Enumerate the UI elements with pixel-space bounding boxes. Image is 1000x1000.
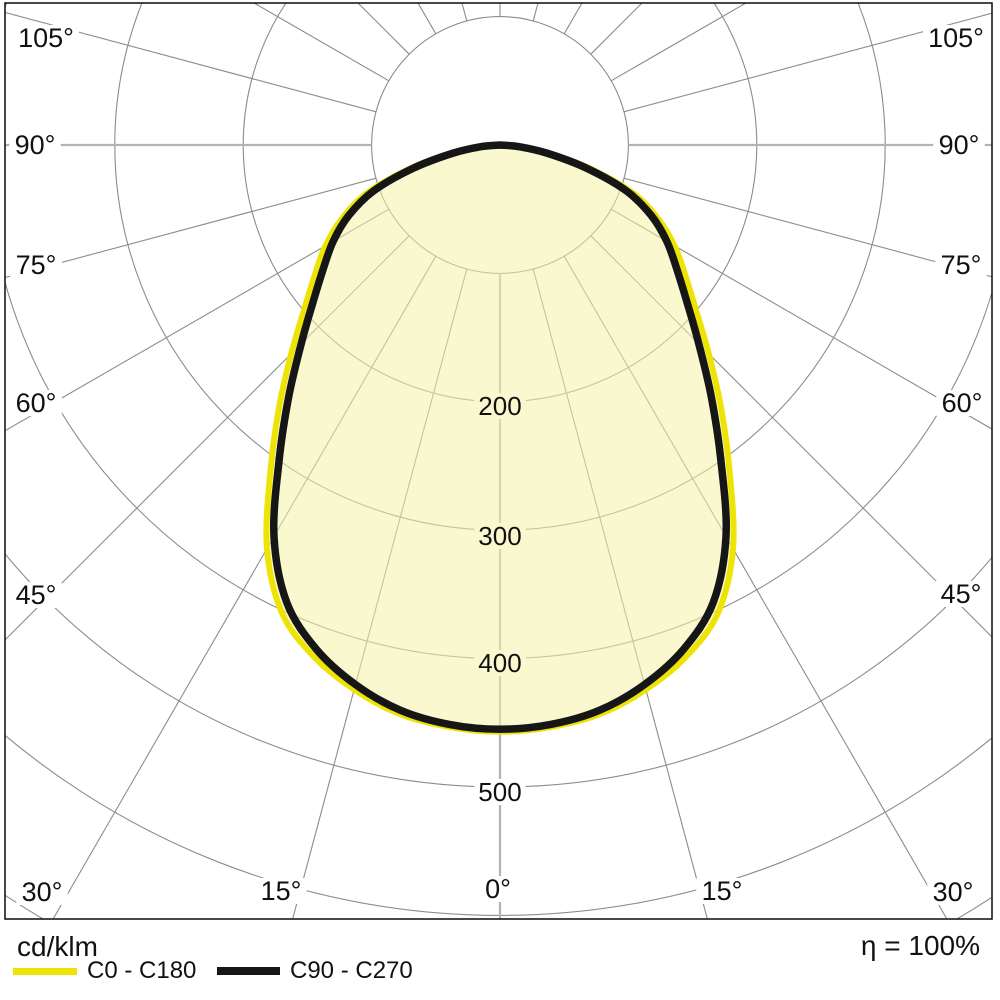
- angle-label-4-45°: 45°: [16, 580, 57, 610]
- ring-value-label-500-halo: [474, 779, 526, 805]
- angle-label-6-15°: 15°: [261, 876, 302, 906]
- curve-c90-c270: [270, 141, 730, 733]
- legend-item-c0-c180: C0 - C180: [13, 958, 196, 984]
- angle-label-11-60°-halo: [936, 390, 988, 416]
- angle-label-3-60°-halo: [10, 390, 62, 416]
- angle-label-0-105°: 105°: [18, 23, 74, 53]
- angle-label-14-105°: 105°: [928, 23, 984, 53]
- grid-ray-315: [5, 235, 410, 641]
- angle-label-14-105°-halo: [923, 25, 989, 51]
- legend-item-c90-c270: C90 - C270: [217, 958, 413, 984]
- angle-label-1-90°-halo: [9, 132, 61, 158]
- grid-ray-255: [5, 11, 377, 113]
- angle-label-4-45°-halo: [10, 582, 62, 608]
- angle-label-7-0°: 0°: [485, 874, 511, 904]
- angle-label-3-60°: 60°: [16, 388, 57, 418]
- angle-label-12-75°-halo: [935, 252, 987, 278]
- angle-label-8-15°: 15°: [702, 876, 743, 906]
- ring-value-label-400-halo: [474, 650, 526, 676]
- ring-value-label-300-halo: [474, 523, 526, 549]
- angle-label-10-45°: 45°: [941, 579, 982, 609]
- angle-label-0-105°-halo: [13, 25, 79, 51]
- ring-value-label-200-halo: [474, 393, 526, 419]
- angle-label-10-45°-halo: [935, 581, 987, 607]
- angle-label-9-30°-halo: [927, 879, 979, 905]
- grid-ray-75: [623, 177, 992, 278]
- grid-ray-105: [623, 12, 992, 113]
- angle-label-5-30°: 30°: [22, 877, 63, 907]
- efficiency-label: η = 100%: [860, 930, 980, 961]
- angle-label-13-90°-halo: [933, 132, 985, 158]
- angle-label-12-75°: 75°: [941, 250, 982, 280]
- angle-label-2-75°: 75°: [16, 250, 57, 280]
- legend-swatch-c0-c180-icon: [13, 967, 77, 975]
- ring-value-label-300: 300: [478, 521, 521, 551]
- grid-ray-300: [5, 208, 390, 432]
- legend-label-c90-c270: C90 - C270: [290, 957, 413, 984]
- ring-value-label-500: 500: [478, 777, 521, 807]
- angle-label-9-30°: 30°: [933, 877, 974, 907]
- angle-label-6-15°-halo: [255, 878, 307, 904]
- legend-label-c0-c180: C0 - C180: [87, 957, 197, 984]
- grid-ray-60: [610, 208, 992, 430]
- plot-frame: [4, 2, 993, 920]
- ring-value-label-200: 200: [478, 391, 521, 421]
- legend-swatch-c90-c270-icon: [217, 967, 280, 975]
- ring-value-label-400: 400: [478, 648, 521, 678]
- grid-ray-285: [5, 177, 377, 279]
- grid-labels: 200 300 400 500 105° 90° 75° 60° 45° 30° 15° 0° 15° 3…: [9, 23, 989, 907]
- angle-label-2-75°-halo: [10, 252, 62, 278]
- angle-label-7-0°-halo: [479, 876, 517, 902]
- grid-ray-45: [590, 235, 992, 638]
- angle-label-8-15°-halo: [696, 878, 748, 904]
- unit-label: cd/klm: [17, 931, 98, 962]
- angle-label-1-90°: 90°: [15, 130, 56, 160]
- angle-label-13-90°: 90°: [939, 130, 980, 160]
- beam-fill: [266, 145, 734, 732]
- angle-label-5-30°-halo: [16, 879, 68, 905]
- angle-label-11-60°: 60°: [942, 388, 983, 418]
